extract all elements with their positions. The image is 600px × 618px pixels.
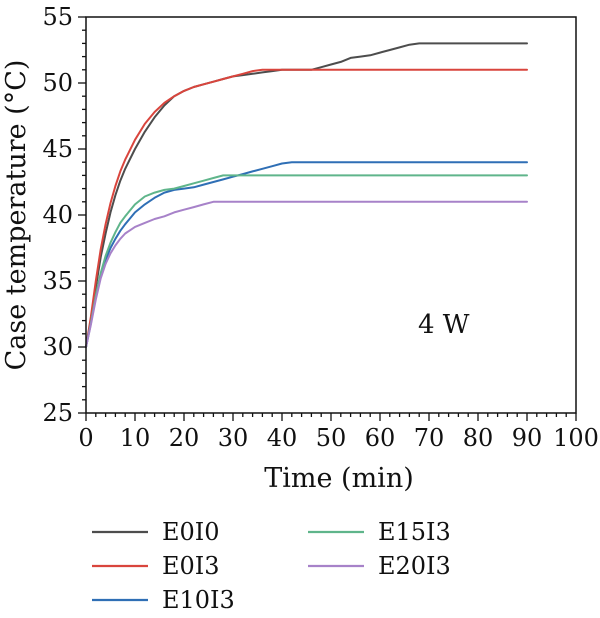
legend-item-e15i3: E15I3 [308, 518, 451, 546]
legend-item-e20i3: E20I3 [308, 552, 451, 580]
x-tick-label: 20 [169, 424, 200, 452]
legend-label: E0I0 [162, 518, 220, 546]
x-tick-label: 50 [316, 424, 347, 452]
series-line-e15i3 [85, 174, 528, 348]
legend: E0I0 E0I3 E10I3 E15I3 E20I3 [92, 518, 451, 614]
y-tick-label: 35 [42, 267, 73, 295]
series-line-e10i3 [85, 161, 528, 348]
x-tick-label: 30 [218, 424, 249, 452]
x-tick-label: 70 [414, 424, 445, 452]
legend-label: E0I3 [162, 552, 220, 580]
legend-label: E15I3 [378, 518, 451, 546]
y-axis-title: Case temperature (°C) [1, 60, 32, 371]
y-tick-label: 45 [42, 135, 73, 163]
legend-label: E20I3 [378, 552, 451, 580]
x-tick-label: 40 [267, 424, 298, 452]
x-axis-title: Time (min) [264, 463, 414, 494]
y-tick-label: 50 [42, 69, 73, 97]
legend-item-e0i3: E0I3 [92, 552, 220, 580]
x-tick-label: 10 [120, 424, 151, 452]
y-tick-label: 55 [42, 3, 73, 31]
y-tick-label: 25 [42, 399, 73, 427]
legend-label: E10I3 [162, 586, 235, 614]
y-tick-label: 30 [42, 333, 73, 361]
x-tick-label: 90 [512, 424, 543, 452]
x-tick-label: 100 [553, 424, 599, 452]
power-annotation: 4 W [418, 310, 470, 340]
legend-item-e10i3: E10I3 [92, 586, 235, 614]
series-group [85, 42, 528, 348]
series-line-e0i3 [85, 68, 528, 348]
x-tick-label: 80 [463, 424, 494, 452]
legend-item-e0i0: E0I0 [92, 518, 220, 546]
y-axis: 25 30 35 40 45 50 55 [42, 3, 86, 427]
series-line-e20i3 [85, 200, 528, 348]
y-tick-label: 40 [42, 201, 73, 229]
series-line-e0i0 [85, 42, 528, 348]
x-axis: 0 10 20 30 40 50 60 70 80 90 100 [78, 413, 599, 452]
x-tick-label: 60 [365, 424, 396, 452]
x-tick-label: 0 [78, 424, 93, 452]
